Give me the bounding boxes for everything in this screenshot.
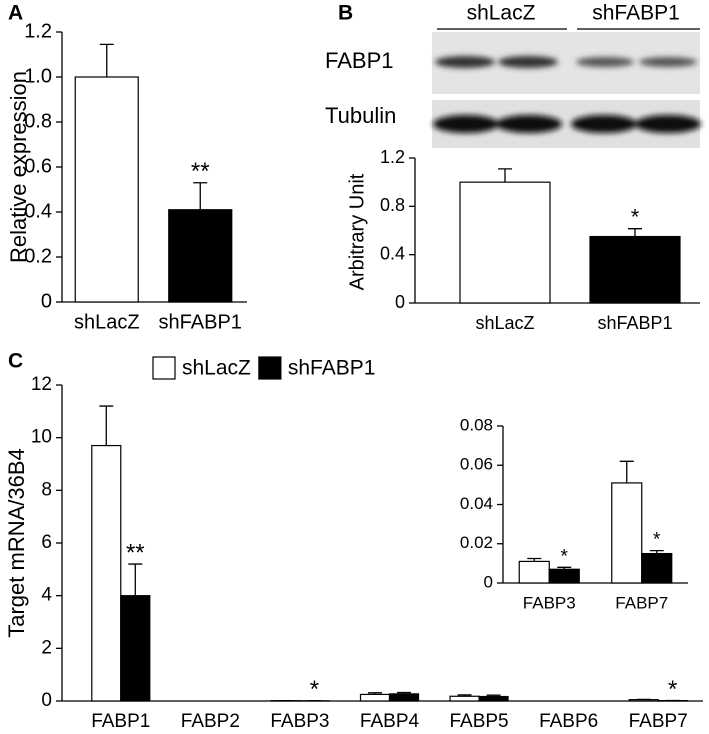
error-bar bbox=[99, 405, 114, 446]
bar bbox=[359, 693, 391, 702]
blot-group-label: shFABP1 bbox=[592, 2, 680, 25]
panel-label: A bbox=[8, 2, 23, 25]
panel-label: C bbox=[8, 350, 23, 373]
y-tick-label: 0.4 bbox=[24, 200, 52, 222]
error-bar bbox=[619, 460, 634, 483]
y-tick-label: 10 bbox=[31, 427, 52, 448]
legend-swatch bbox=[258, 356, 282, 380]
significance-label: ** bbox=[191, 158, 210, 185]
x-tick-label: FABP1 bbox=[91, 711, 150, 732]
y-tick-label: 0.4 bbox=[380, 243, 405, 263]
y-tick-label: 0.06 bbox=[460, 455, 493, 474]
error-bar bbox=[193, 182, 208, 210]
bar bbox=[74, 76, 139, 303]
error-bar bbox=[486, 694, 501, 697]
blot-band bbox=[496, 115, 562, 133]
panel-label: B bbox=[338, 2, 353, 25]
error-bar bbox=[128, 563, 143, 596]
error-bar bbox=[649, 549, 664, 554]
x-tick-label: FABP3 bbox=[270, 711, 329, 732]
x-tick-label: FABP6 bbox=[539, 711, 598, 732]
y-tick-label: 1.2 bbox=[380, 147, 405, 167]
legend-swatch bbox=[152, 356, 176, 380]
bar bbox=[611, 482, 643, 584]
y-tick-label: 0.6 bbox=[24, 155, 52, 177]
x-tick-label: shFABP1 bbox=[159, 311, 242, 333]
y-tick-label: 1.0 bbox=[24, 65, 52, 87]
error-bar bbox=[628, 228, 642, 237]
blot-band bbox=[571, 115, 637, 133]
y-tick-label: 4 bbox=[41, 585, 52, 606]
bar bbox=[589, 235, 681, 304]
y-tick-label: 0.2 bbox=[24, 245, 52, 267]
error-bar bbox=[99, 43, 114, 77]
y-tick-label: 0 bbox=[395, 292, 405, 312]
significance-label: * bbox=[631, 205, 640, 230]
y-tick-label: 0.04 bbox=[460, 494, 493, 513]
x-tick-label: FABP4 bbox=[360, 711, 420, 732]
error-bar bbox=[498, 168, 512, 183]
bar bbox=[120, 595, 151, 702]
x-tick-label: FABP3 bbox=[523, 593, 576, 612]
x-tick-label: shLacZ bbox=[74, 311, 140, 333]
bar bbox=[449, 695, 480, 702]
blot-row-label: Tubulin bbox=[325, 103, 396, 128]
bar bbox=[168, 209, 233, 303]
y-tick-label: 0 bbox=[484, 572, 493, 591]
y-tick-label: 0 bbox=[41, 690, 52, 711]
blot-band bbox=[635, 115, 701, 133]
significance-label: ** bbox=[126, 539, 145, 566]
bar bbox=[459, 181, 551, 304]
error-bar bbox=[557, 566, 572, 570]
bar bbox=[518, 560, 550, 584]
blot-image: shLacZ shFABP1 FABP1 Tubulin bbox=[325, 2, 701, 148]
blot-band bbox=[639, 57, 697, 67]
y-tick-label: 8 bbox=[41, 479, 52, 500]
legend-label: shLacZ bbox=[182, 357, 251, 380]
y-tick-label: 0.8 bbox=[380, 195, 405, 215]
y-tick-label: 1.2 bbox=[24, 20, 52, 42]
y-tick-label: 0 bbox=[41, 290, 52, 312]
y-tick-label: 2 bbox=[41, 637, 52, 658]
error-bar bbox=[457, 694, 472, 697]
error-bar bbox=[397, 691, 411, 694]
x-tick-label: FABP2 bbox=[181, 711, 240, 732]
blot-group-label: shLacZ bbox=[467, 2, 536, 25]
blot-band bbox=[433, 115, 499, 133]
legend-label: shFABP1 bbox=[288, 357, 376, 380]
bar bbox=[388, 693, 420, 702]
y-tick-label: 0.8 bbox=[24, 110, 52, 132]
y-tick-label: 12 bbox=[31, 374, 52, 395]
significance-label: * bbox=[310, 676, 319, 703]
bar bbox=[478, 695, 509, 702]
y-tick-label: 0.02 bbox=[460, 533, 493, 552]
y-axis-label: Target mRNA/36B4 bbox=[4, 448, 29, 638]
x-tick-label: shFABP1 bbox=[597, 313, 672, 333]
bar bbox=[641, 552, 673, 584]
x-tick-label: shLacZ bbox=[475, 313, 534, 333]
x-tick-label: FABP7 bbox=[629, 711, 688, 732]
blot-band bbox=[498, 56, 558, 68]
y-tick-label: 6 bbox=[41, 532, 52, 553]
significance-label: * bbox=[653, 530, 661, 551]
error-bar bbox=[368, 692, 382, 695]
significance-label: * bbox=[561, 546, 569, 567]
blot-row-label: FABP1 bbox=[325, 48, 393, 73]
blot-band bbox=[435, 56, 495, 68]
x-tick-label: FABP5 bbox=[449, 711, 508, 732]
x-tick-label: FABP7 bbox=[615, 593, 668, 612]
bar bbox=[91, 444, 122, 702]
y-tick-label: 0.08 bbox=[460, 415, 493, 434]
y-axis-label: Arbitrary Unit bbox=[346, 173, 368, 290]
significance-label: * bbox=[668, 676, 677, 703]
y-axis-label: Relative expression bbox=[6, 71, 31, 263]
error-bar bbox=[527, 557, 542, 562]
blot-band bbox=[576, 57, 634, 67]
bar bbox=[548, 568, 580, 584]
